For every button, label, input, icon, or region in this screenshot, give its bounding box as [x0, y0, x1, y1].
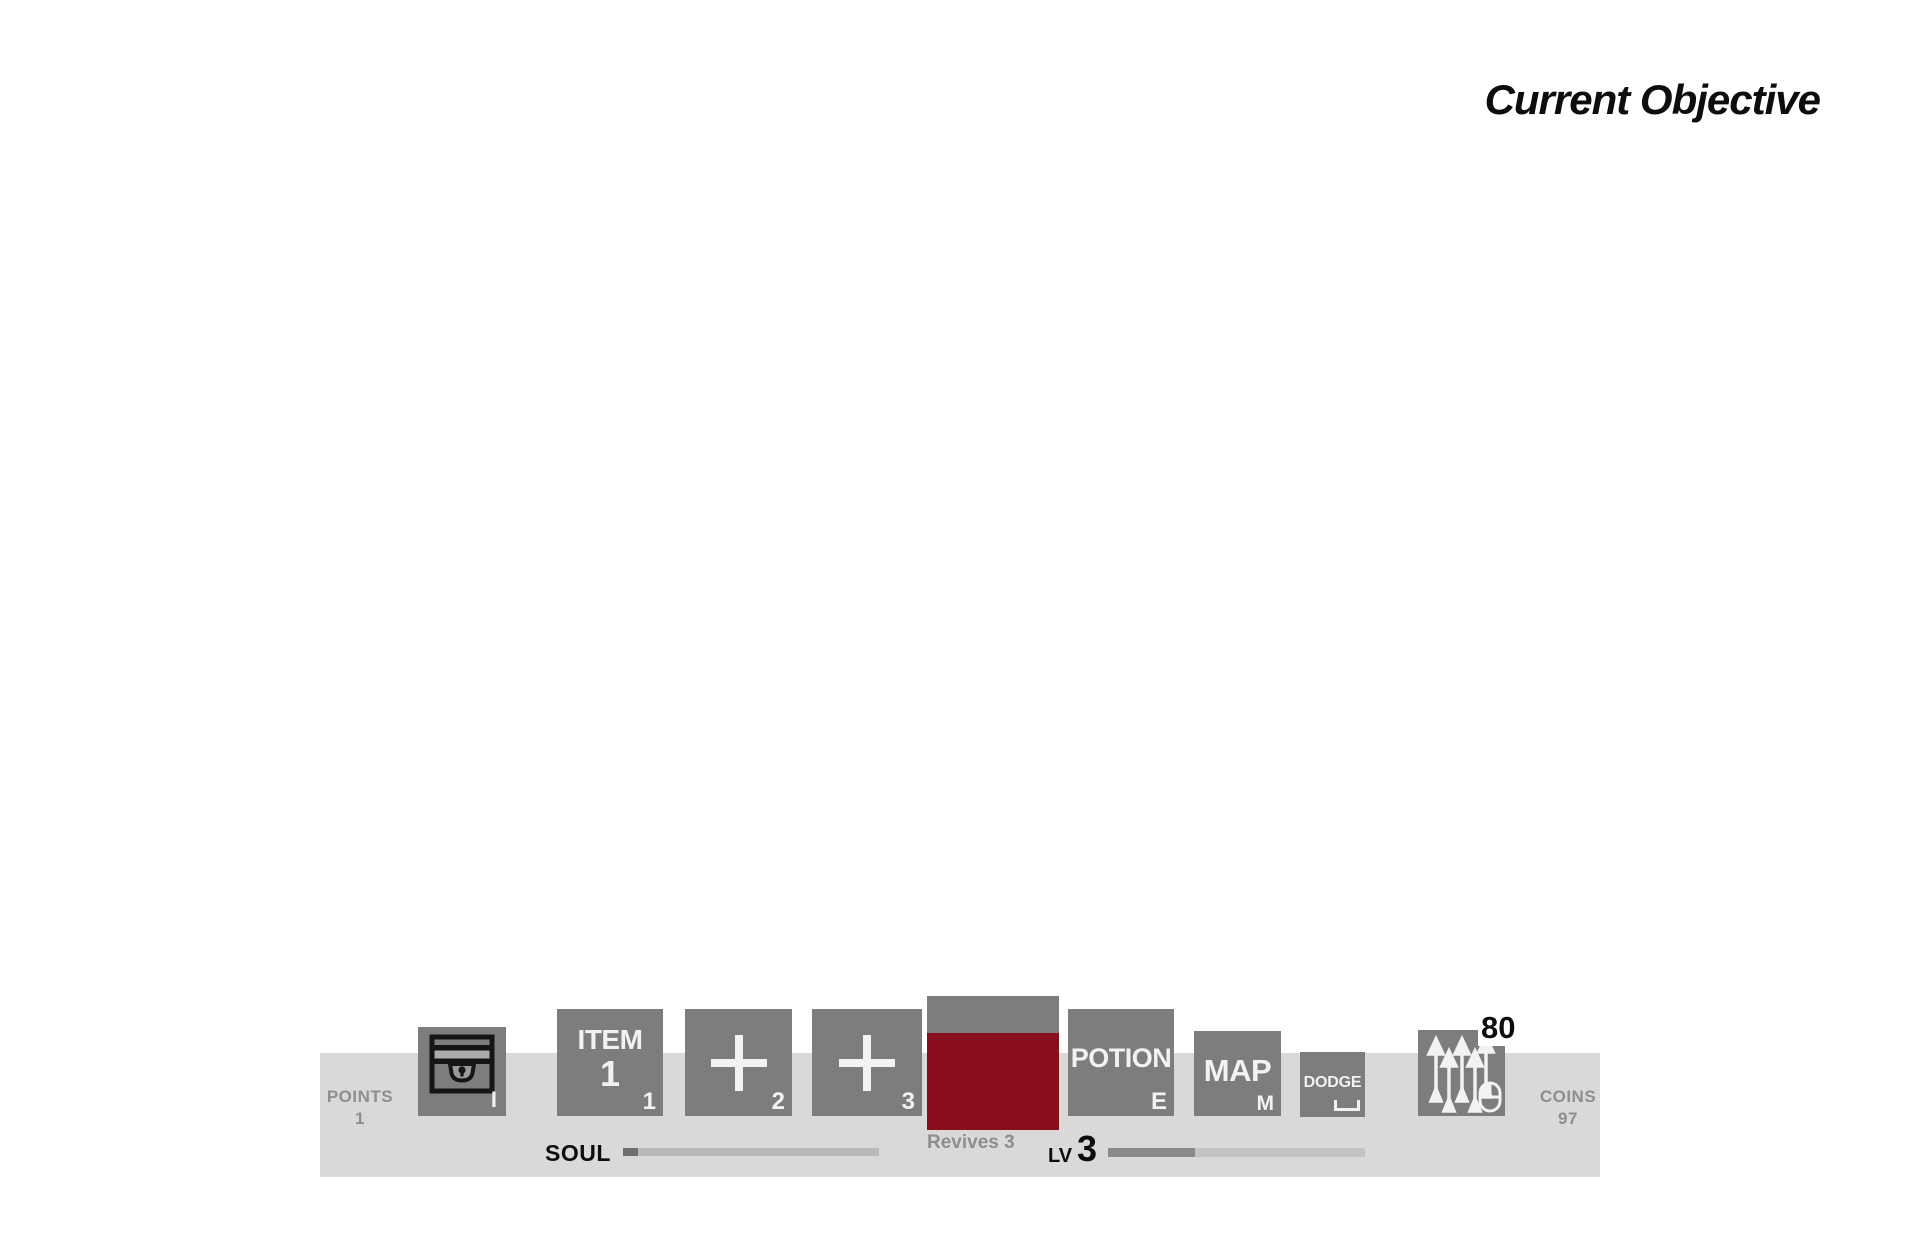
level-label: LV [1048, 1145, 1073, 1167]
dodge-button[interactable]: DODGE [1300, 1052, 1365, 1117]
chest-icon [429, 1034, 495, 1094]
soul-meter-fill [623, 1148, 639, 1156]
potion-key-hint: E [1150, 1088, 1167, 1115]
xp-meter [1108, 1148, 1365, 1157]
map-key-hint: M [1256, 1092, 1275, 1115]
item-slot-3-key-hint: 3 [901, 1088, 915, 1115]
coins-label: COINS [1539, 1087, 1597, 1106]
item-slot-2-key-hint: 2 [771, 1088, 785, 1115]
chest-button[interactable]: I [418, 1027, 506, 1116]
map-button[interactable]: MAP M [1194, 1031, 1281, 1116]
coins-value: 97 [1558, 1109, 1578, 1128]
item-slot-3-button[interactable]: 3 [812, 1009, 922, 1116]
revives-count-label: Revives 3 [927, 1132, 1015, 1153]
item-slot-1-title: ITEM [577, 1024, 643, 1055]
points-label: POINTS [326, 1087, 394, 1106]
plus-icon [839, 1035, 895, 1091]
level-value: 3 [1077, 1128, 1098, 1169]
points-value: 1 [355, 1109, 365, 1128]
soul-meter [623, 1148, 879, 1156]
dodge-label: DODGE [1303, 1074, 1362, 1091]
ammo-count: 80 [1478, 1010, 1519, 1046]
spacebar-icon [1334, 1100, 1360, 1111]
mouse-left-click-icon [1478, 1081, 1502, 1113]
item-slot-1-key-hint: 1 [642, 1088, 656, 1115]
map-label: MAP [1203, 1053, 1272, 1088]
arrows-icon [1426, 1033, 1496, 1113]
potion-button[interactable]: POTION E [1068, 1009, 1174, 1116]
xp-meter-fill [1108, 1148, 1196, 1157]
soul-meter-label: SOUL [545, 1140, 611, 1166]
revive-button[interactable] [927, 996, 1059, 1130]
revive-charge-cap [927, 996, 1059, 1033]
chest-key-hint: I [490, 1087, 497, 1112]
objective-title: Current Objective [1484, 76, 1821, 123]
coins-display: COINS 97 [1526, 1086, 1610, 1130]
item-slot-2-button[interactable]: 2 [685, 1009, 792, 1116]
points-display: POINTS 1 [318, 1086, 402, 1130]
ammo-button[interactable] [1418, 1030, 1505, 1116]
plus-icon [710, 1035, 767, 1091]
potion-label: POTION [1070, 1043, 1172, 1073]
item-slot-1-button[interactable]: ITEM 1 1 [557, 1009, 663, 1116]
item-slot-1-number: 1 [599, 1053, 621, 1094]
